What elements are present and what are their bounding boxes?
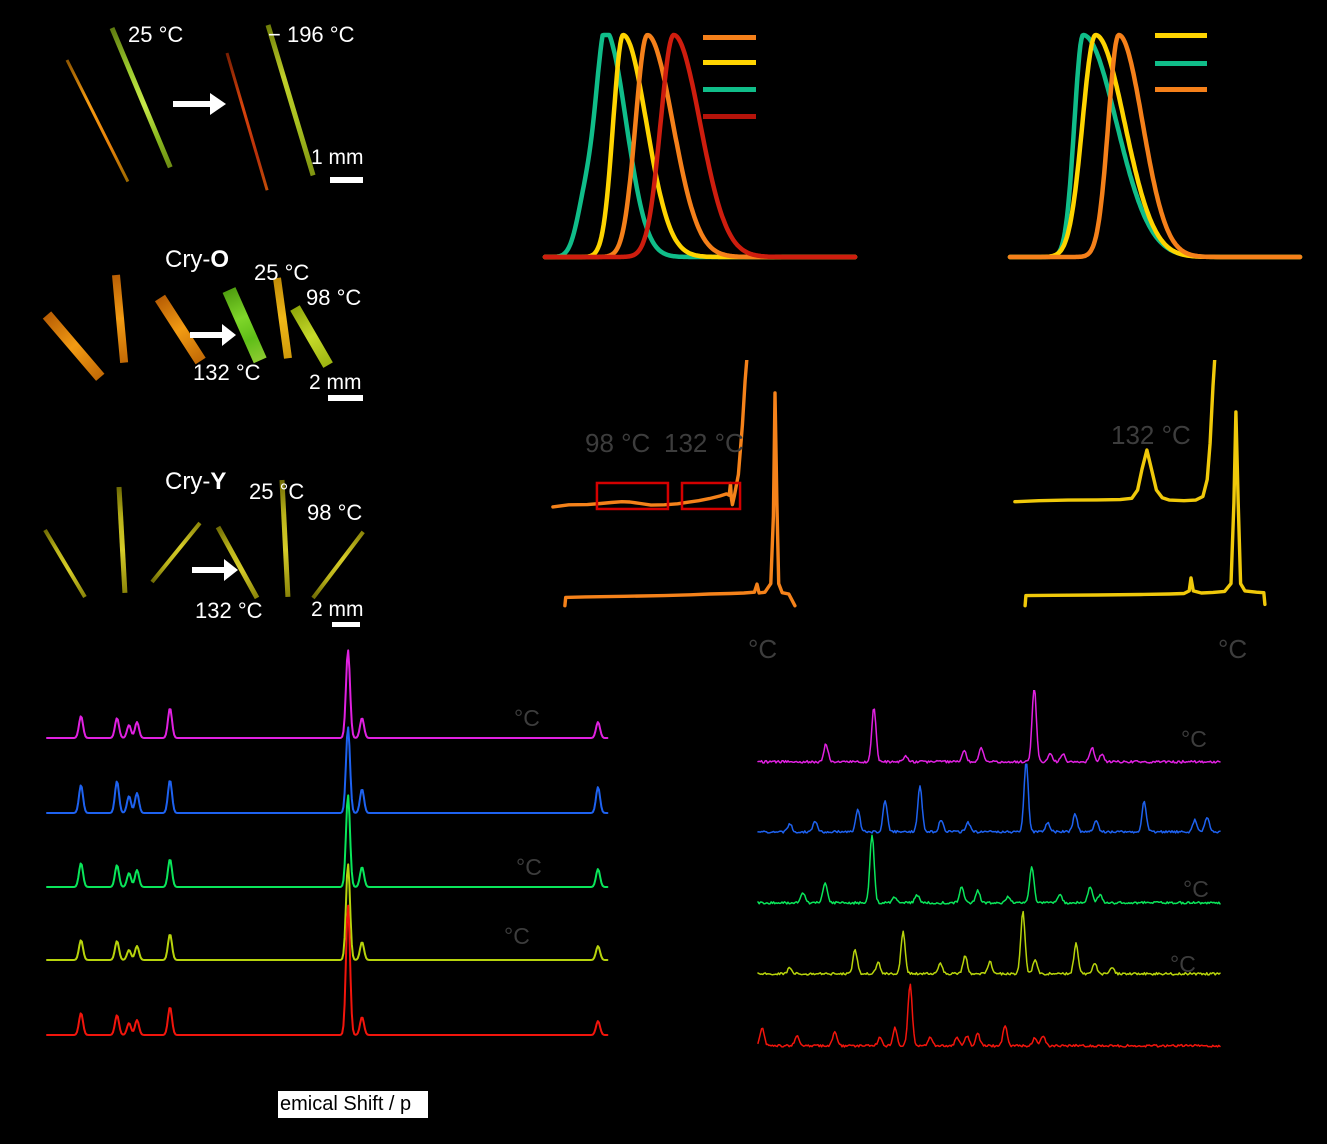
legend-line-swatch <box>703 60 756 65</box>
stack-trace-trace-1 <box>46 649 609 739</box>
nmr-temp-unit-1: °C <box>514 705 540 731</box>
photo-panel-cry-o <box>42 274 363 401</box>
stack-trace-trace-4 <box>46 863 609 961</box>
dsc-left-98c-label: 98 °C <box>585 428 651 458</box>
crystal-needle <box>65 59 130 183</box>
dsc-chart-orange <box>551 360 797 608</box>
nmr-stack-chart <box>46 649 609 1036</box>
chemical-shift-axis-label: emical Shift / p <box>278 1091 428 1118</box>
emission-chart-left <box>542 32 858 260</box>
dsc-right-axis-unit: °C <box>1218 634 1248 664</box>
cry-y-title: Cry-Y <box>165 468 227 495</box>
stack-trace-trace-5 <box>757 983 1221 1048</box>
crystal-needle <box>150 521 202 584</box>
legend-line-swatch <box>1155 61 1207 66</box>
cry-o-scalebar-label: 2 mm <box>309 371 362 394</box>
dsc-curve-magnified-heating-trace <box>1013 360 1217 504</box>
stack-trace-trace-4 <box>757 910 1221 976</box>
photo-panel-25c-196c <box>65 24 363 191</box>
scalebar-line <box>330 177 363 183</box>
dsc-right-132c-label: 132 °C <box>1111 420 1191 450</box>
stack-trace-trace-2 <box>46 726 609 814</box>
spectrum-curve-red-curve <box>542 32 858 260</box>
dsc-chart-yellow <box>1013 360 1267 608</box>
photo-panel-cry-y <box>43 479 365 627</box>
pxrd-temp-unit-2: °C <box>1183 876 1209 902</box>
cry-y-scalebar-label: 2 mm <box>311 598 364 621</box>
dsc-left-axis-unit: °C <box>748 634 778 664</box>
pxrd-stack-chart <box>757 690 1221 1048</box>
photo-a-temp-minus196-label: − 196 °C <box>268 22 355 47</box>
crystal-prism <box>290 305 333 368</box>
nmr-temp-unit-2: °C <box>516 854 542 880</box>
arrow-icon <box>190 324 236 346</box>
crystal-needle <box>109 27 173 169</box>
legend-line-swatch <box>703 114 756 119</box>
photo-a-scalebar-label: 1 mm <box>311 146 364 169</box>
crystal-needle <box>311 530 365 600</box>
spectrum-curve-teal-curve <box>1007 32 1303 260</box>
cry-y-temp-132-label: 132 °C <box>195 598 263 623</box>
crystal-prism <box>154 294 206 365</box>
stack-trace-trace-2 <box>757 763 1221 834</box>
cry-o-temp-25-label: 25 °C <box>254 260 310 285</box>
scalebar-line <box>328 395 363 401</box>
crystal-needle <box>116 486 128 593</box>
emission-chart-right <box>1007 32 1303 260</box>
dsc-curve-magnified-heating-trace <box>551 360 749 509</box>
cry-o-title: Cry-O <box>165 246 229 273</box>
dsc-curve-full-heating-trace <box>563 391 797 608</box>
legend-line-swatch <box>1155 33 1207 38</box>
photo-a-temp-25-label: 25 °C <box>128 22 184 47</box>
dsc-curve-full-heating-trace <box>1023 410 1267 608</box>
crystal-prism <box>273 277 292 359</box>
crystal-prism <box>112 274 129 363</box>
crystal-needle <box>265 24 316 177</box>
arrow-icon <box>173 93 226 115</box>
stack-trace-trace-1 <box>757 690 1221 764</box>
crystal-needle <box>215 525 260 600</box>
crystal-needle <box>225 52 269 191</box>
legend-line-swatch <box>1155 87 1207 92</box>
nmr-temp-unit-3: °C <box>504 923 530 949</box>
crystal-prism <box>42 311 105 381</box>
legend-line-swatch <box>703 87 756 92</box>
legend-line-swatch <box>703 35 756 40</box>
pxrd-temp-unit-3: °C <box>1170 951 1196 977</box>
cry-y-temp-98-label: 98 °C <box>307 500 363 525</box>
stack-trace-trace-3 <box>757 834 1221 905</box>
dsc-highlight-box <box>595 481 670 511</box>
stack-trace-trace-5 <box>46 904 609 1036</box>
cry-o-temp-98-label: 98 °C <box>306 285 362 310</box>
crystal-prism <box>222 287 267 364</box>
cry-y-temp-25-label: 25 °C <box>249 479 305 504</box>
stack-trace-trace-3 <box>46 794 609 888</box>
spectrum-curve-orange-curve <box>1007 32 1303 260</box>
dsc-left-132c-label: 132 °C <box>664 428 744 458</box>
dsc-highlight-box <box>680 481 742 511</box>
arrow-icon <box>192 559 238 581</box>
spectrum-curve-teal-curve <box>542 32 858 260</box>
crystal-needle <box>279 479 291 597</box>
spectrum-curve-yellow-curve <box>1007 32 1303 260</box>
crystal-needle <box>43 528 87 599</box>
cry-o-temp-132-label: 132 °C <box>193 360 261 385</box>
pxrd-temp-unit-1: °C <box>1181 726 1207 752</box>
scalebar-line <box>332 622 360 627</box>
